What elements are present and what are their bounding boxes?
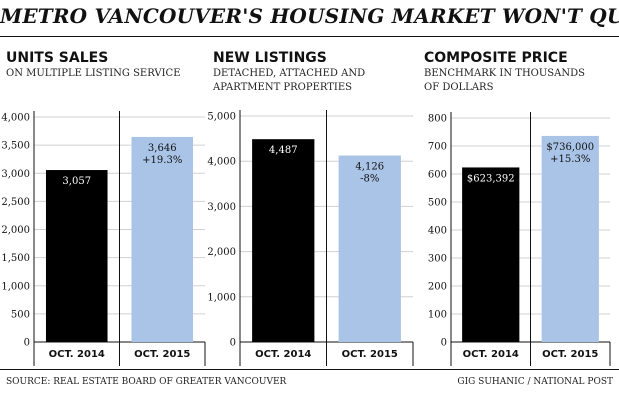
y-tick-label: 300 (428, 254, 447, 265)
y-tick-label: 1,500 (1, 253, 30, 264)
chart-title: METRO VANCOUVER'S HOUSING MARKET WON'T Q… (0, 4, 619, 28)
y-tick-label: 500 (428, 198, 447, 209)
title-rule (0, 36, 619, 37)
y-tick-label: 4,000 (207, 157, 236, 168)
credit-note: GIG SUHANIC / NATIONAL POST (457, 377, 613, 387)
panel-1-subtitle: ON MULTIPLE LISTING SERVICE (6, 68, 181, 79)
y-tick-label: 2,500 (1, 197, 30, 208)
y-tick-label: 3,500 (1, 141, 30, 152)
panel-1-title: UNITS SALES (6, 50, 109, 66)
footer-rule (0, 369, 619, 370)
bar-data-label: +15.3% (550, 154, 590, 165)
panel-2-title: NEW LISTINGS (213, 50, 327, 66)
category-label: OCT. 2014 (255, 349, 311, 360)
y-tick-label: 3,000 (1, 169, 30, 180)
bar-data-label: $623,392 (467, 173, 515, 184)
panel-2-subtitle: DETACHED, ATTACHED AND APARTMENT PROPERT… (213, 68, 366, 93)
y-tick-label: 100 (428, 310, 447, 321)
source-note: SOURCE: REAL ESTATE BOARD OF GREATER VAN… (6, 377, 287, 387)
y-tick-label: 0 (230, 338, 236, 349)
y-tick-label: 200 (428, 282, 447, 293)
y-tick-label: 800 (428, 114, 447, 125)
y-tick-label: 5,000 (207, 112, 236, 123)
y-tick-label: 1,000 (207, 292, 236, 303)
y-tick-label: 400 (428, 226, 447, 237)
panel-3-subtitle: BENCHMARK IN THOUSANDS OF DOLLARS (424, 68, 585, 93)
y-tick-label: 700 (428, 142, 447, 153)
bar-2015 (338, 155, 401, 342)
category-label: OCT. 2014 (49, 349, 105, 360)
bar-data-label: 4,487 (269, 145, 298, 156)
y-tick-label: 3,000 (207, 202, 236, 213)
y-tick-label: 4,000 (1, 113, 30, 124)
bar-data-label: 3,646 (148, 143, 177, 154)
bar-data-label: +19.3% (142, 155, 182, 166)
bar-data-label: 4,126 (355, 162, 384, 173)
y-tick-label: 500 (11, 309, 30, 320)
y-tick-label: 600 (428, 170, 447, 181)
y-tick-label: 2,000 (207, 247, 236, 258)
category-label: OCT. 2015 (542, 349, 598, 360)
panel-3-title: COMPOSITE PRICE (424, 50, 568, 66)
bar-2015 (131, 136, 194, 342)
bar-2014 (462, 167, 520, 342)
bar-data-label: 3,057 (62, 176, 91, 187)
bar-data-label: $736,000 (546, 142, 594, 153)
category-label: OCT. 2014 (463, 349, 519, 360)
y-tick-label: 1,000 (1, 281, 30, 292)
bar-2014 (252, 139, 315, 342)
y-tick-label: 2,000 (1, 225, 30, 236)
y-tick-label: 0 (441, 338, 447, 349)
bar-data-label: -8% (360, 174, 379, 185)
bar-2014 (45, 170, 108, 342)
category-label: OCT. 2015 (134, 349, 190, 360)
y-tick-label: 0 (24, 338, 30, 349)
category-label: OCT. 2015 (342, 349, 398, 360)
bar-2015 (541, 135, 599, 342)
